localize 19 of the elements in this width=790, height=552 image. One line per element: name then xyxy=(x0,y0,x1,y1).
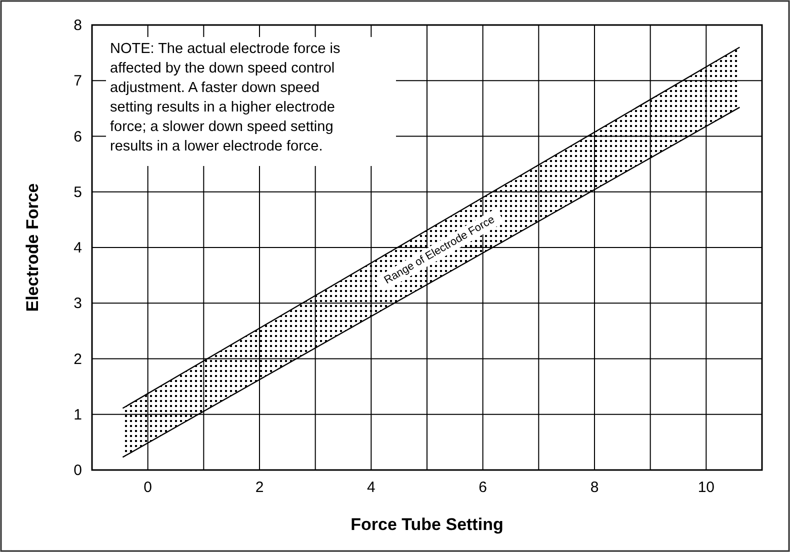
x-tick-label: 0 xyxy=(144,479,152,496)
annotation: NOTE: The actual electrode force is affected by the down speed control adjustment. A faster down speed setting results in a higher electrode force; a slower down speed setting results in a lower electrode force. xyxy=(110,41,340,154)
y-tick-label: 6 xyxy=(74,128,82,146)
x-tick-label: 8 xyxy=(590,479,599,496)
y-tick-label: 2 xyxy=(74,350,82,368)
y-tick-label: 4 xyxy=(74,240,82,256)
y-tick-label: 3 xyxy=(74,295,82,312)
x-axis-title: Force Tube Setting xyxy=(350,515,504,534)
x-tick-label: 2 xyxy=(255,479,264,496)
y-tick-label: 0 xyxy=(74,462,82,479)
y-tick-label: 7 xyxy=(74,72,82,90)
y-tick-label: 5 xyxy=(74,184,82,201)
x-tick-label: 6 xyxy=(478,479,488,496)
y-tick-label: 8 xyxy=(74,17,82,34)
x-tick-label: 4 xyxy=(366,479,376,496)
y-axis-title: Electrode Force xyxy=(23,183,42,312)
x-tick-label: 10 xyxy=(698,479,715,496)
y-tick-label: 1 xyxy=(74,406,82,424)
note-box: NOTE: The actual electrode force is affected by the down speed control adjustment. A faster down speed setting results in a higher electrode force; a slower down speed setting results in a lower electrode force. xyxy=(106,37,396,166)
